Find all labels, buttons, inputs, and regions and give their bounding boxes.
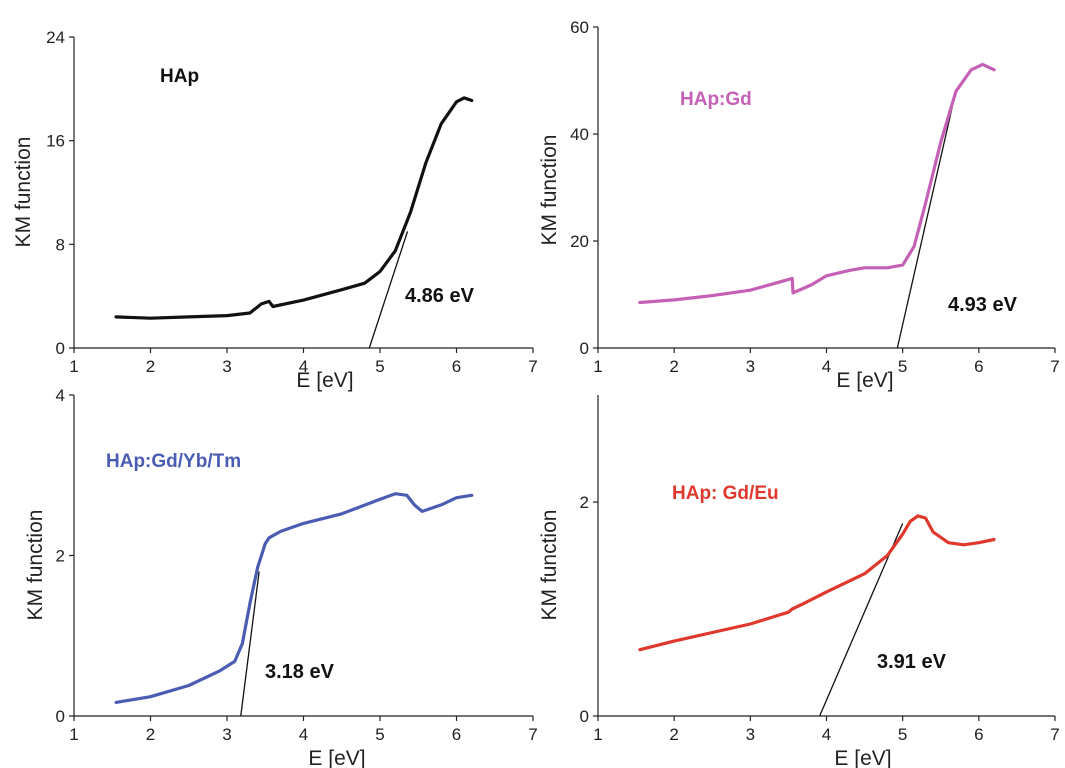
x-axis-label: E [eV] — [308, 747, 365, 768]
x-axis-label: E [eV] — [836, 369, 893, 392]
bandgap-annotation: 3.18 eV — [265, 661, 335, 683]
x-tick-label: 1 — [69, 725, 78, 744]
panel-title: HAp: Gd/Eu — [672, 483, 779, 504]
y-tick-label: 2 — [580, 493, 589, 512]
x-tick-label: 5 — [375, 357, 384, 376]
x-tick-label: 3 — [746, 725, 755, 744]
x-tick-label: 5 — [898, 725, 907, 744]
series-line — [640, 516, 994, 650]
x-tick-label: 4 — [822, 357, 831, 376]
x-tick-label: 3 — [222, 725, 231, 744]
x-tick-label: 7 — [1050, 725, 1059, 744]
panel-3: 1 2 3 4 5 6 7 0 2 4 KM function E [eV] HAp:Gd/Yb/Tm 3… — [24, 386, 538, 768]
y-axis-label: KM function — [538, 510, 561, 621]
x-tick-label: 6 — [452, 357, 461, 376]
x-tick-label: 3 — [746, 357, 755, 376]
y-tick-label: 4 — [56, 386, 65, 405]
panel-title: HAp:Gd — [680, 89, 752, 110]
y-tick-label: 20 — [570, 232, 589, 251]
x-tick-label: 3 — [222, 357, 231, 376]
x-tick-label: 7 — [1050, 357, 1059, 376]
x-tick-label: 1 — [593, 725, 602, 744]
x-tick-label: 6 — [452, 725, 461, 744]
y-axis-label: KM function — [12, 137, 35, 248]
y-tick-label: 16 — [46, 132, 65, 151]
x-tick-label: 4 — [822, 725, 831, 744]
x-tick-label: 7 — [528, 725, 537, 744]
panel-title: HAp:Gd/Yb/Tm — [106, 451, 241, 472]
x-tick-label: 2 — [146, 725, 155, 744]
panel-title: HAp — [160, 66, 199, 87]
x-tick-label: 4 — [299, 725, 308, 744]
bandgap-annotation: 4.86 eV — [405, 285, 475, 307]
x-axis-label: E [eV] — [296, 369, 353, 392]
y-tick-label: 0 — [580, 707, 589, 726]
x-tick-label: 2 — [669, 725, 678, 744]
x-tick-label: 6 — [974, 357, 983, 376]
y-tick-label: 60 — [570, 18, 589, 37]
panel-4: 1 2 3 4 5 6 7 0 2 KM function E [eV] HAp: Gd/Eu 3.91… — [538, 395, 1060, 768]
x-axis-label: E [eV] — [834, 747, 891, 768]
x-tick-label: 2 — [669, 357, 678, 376]
y-tick-label: 40 — [570, 125, 589, 144]
y-tick-label: 0 — [56, 339, 65, 358]
x-tick-label: 5 — [898, 357, 907, 376]
y-tick-label: 0 — [580, 339, 589, 358]
y-tick-label: 2 — [56, 547, 65, 566]
x-tick-label: 5 — [375, 725, 384, 744]
y-tick-label: 8 — [56, 235, 65, 254]
x-tick-label: 1 — [69, 357, 78, 376]
bandgap-annotation: 3.91 eV — [877, 651, 947, 673]
x-tick-label: 1 — [593, 357, 602, 376]
tangent-line — [369, 231, 407, 348]
bandgap-annotation: 4.93 eV — [948, 294, 1018, 316]
x-tick-label: 7 — [528, 357, 537, 376]
y-axis-label: KM function — [24, 510, 47, 621]
y-tick-label: 0 — [56, 707, 65, 726]
y-axis-label: KM function — [538, 135, 561, 246]
y-tick-label: 24 — [46, 28, 65, 47]
panel-2: 1 2 3 4 5 6 7 0 20 40 60 KM function E [eV] HAp:Gd 4.9… — [538, 18, 1060, 392]
tangent-line — [897, 107, 952, 348]
x-tick-label: 6 — [974, 725, 983, 744]
x-tick-label: 2 — [146, 357, 155, 376]
